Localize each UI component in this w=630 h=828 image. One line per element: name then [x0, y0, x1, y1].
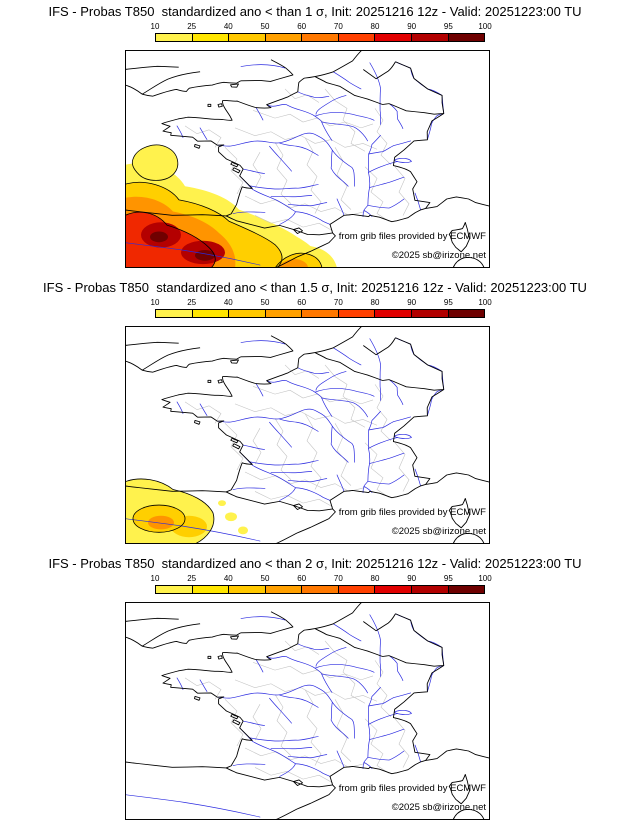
- legend-tick-label: 70: [333, 574, 343, 583]
- legend-segment: [410, 586, 448, 593]
- legend-segment: [410, 310, 448, 317]
- panel-title: IFS - Probas T850 standardized ano < tha…: [48, 556, 582, 571]
- legend-tick-label: 50: [260, 298, 270, 307]
- legend-tick-label: 95: [443, 574, 453, 583]
- map-france: from grib files provided by ECMWF ©2025 …: [125, 50, 490, 268]
- legend-tick-label: 80: [370, 22, 380, 31]
- map-credit-copyright: ©2025 sb@irizone.net: [391, 250, 486, 261]
- probability-contours: [125, 478, 215, 544]
- legend-tick-label: 25: [187, 574, 197, 583]
- legend-tick-label: 95: [443, 22, 453, 31]
- map-svg: [125, 50, 490, 268]
- legend-segment: [447, 310, 485, 317]
- legend-segment: [264, 586, 302, 593]
- map-france: from grib files provided by ECMWF ©2025 …: [125, 602, 490, 820]
- legend-segment: [337, 586, 375, 593]
- legend-tick-label: 80: [370, 298, 380, 307]
- legend-segment: [410, 34, 448, 41]
- legend-tick-label: 80: [370, 574, 380, 583]
- legend-segment: [228, 310, 265, 317]
- panel-title: IFS - Probas T850 standardized ano < tha…: [48, 4, 582, 19]
- legend-segment: [301, 310, 338, 317]
- legend-tick-label: 70: [333, 22, 343, 31]
- legend-tick-label: 70: [333, 298, 343, 307]
- map-credit-source: from grib files provided by ECMWF: [338, 507, 486, 518]
- legend-segment: [374, 586, 411, 593]
- legend-tick-label: 10: [150, 298, 160, 307]
- map-credit-copyright: ©2025 sb@irizone.net: [391, 526, 486, 537]
- legend-tick-label: 40: [223, 574, 233, 583]
- map-credit-source: from grib files provided by ECMWF: [338, 783, 486, 794]
- legend-tick-label: 90: [407, 22, 417, 31]
- legend-tick-label: 60: [297, 298, 307, 307]
- colorbar: 10 25 40 50 60 70 80 90 95 100: [151, 22, 492, 42]
- legend-segment: [337, 34, 375, 41]
- probability-field: [125, 145, 337, 268]
- legend-tick-label: 25: [187, 298, 197, 307]
- legend-segment: [374, 310, 411, 317]
- panel-title: IFS - Probas T850 standardized ano < tha…: [43, 280, 587, 295]
- legend-tick-label: 10: [150, 574, 160, 583]
- colorbar-gradient: [155, 309, 485, 318]
- legend-tick-label: 100: [478, 22, 492, 31]
- colorbar: 10 25 40 50 60 70 80 90 95 100: [151, 298, 492, 318]
- legend-segment: [301, 34, 338, 41]
- colorbar-labels: 10 25 40 50 60 70 80 90 95 100: [151, 574, 492, 584]
- legend-segment: [337, 310, 375, 317]
- panel-2sigma: IFS - Probas T850 standardized ano < tha…: [0, 552, 630, 828]
- probability-contours: [125, 144, 323, 268]
- legend-segment: [228, 34, 265, 41]
- legend-tick-label: 40: [223, 22, 233, 31]
- legend-segment: [191, 34, 229, 41]
- legend-segment: [156, 586, 192, 593]
- legend-segment: [191, 310, 229, 317]
- legend-tick-label: 40: [223, 298, 233, 307]
- legend-tick-label: 60: [297, 574, 307, 583]
- colorbar-labels: 10 25 40 50 60 70 80 90 95 100: [151, 22, 492, 32]
- legend-segment: [156, 310, 192, 317]
- colorbar-gradient: [155, 33, 485, 42]
- legend-segment: [264, 310, 302, 317]
- legend-segment: [447, 34, 485, 41]
- colorbar-labels: 10 25 40 50 60 70 80 90 95 100: [151, 298, 492, 308]
- legend-tick-label: 100: [478, 298, 492, 307]
- map-credit-copyright: ©2025 sb@irizone.net: [391, 802, 486, 813]
- legend-segment: [301, 586, 338, 593]
- legend-tick-label: 95: [443, 298, 453, 307]
- panel-1_5sigma: IFS - Probas T850 standardized ano < tha…: [0, 276, 630, 552]
- legend-segment: [447, 586, 485, 593]
- legend-segment: [264, 34, 302, 41]
- colorbar-gradient: [155, 585, 485, 594]
- map-svg: [125, 326, 490, 544]
- legend-tick-label: 60: [297, 22, 307, 31]
- legend-tick-label: 50: [260, 22, 270, 31]
- colorbar: 10 25 40 50 60 70 80 90 95 100: [151, 574, 492, 594]
- legend-tick-label: 100: [478, 574, 492, 583]
- legend-segment: [156, 34, 192, 41]
- panel-1sigma: IFS - Probas T850 standardized ano < tha…: [0, 0, 630, 276]
- legend-tick-label: 90: [407, 574, 417, 583]
- map-france: from grib files provided by ECMWF ©2025 …: [125, 326, 490, 544]
- legend-segment: [228, 586, 265, 593]
- legend-tick-label: 50: [260, 574, 270, 583]
- map-credit-source: from grib files provided by ECMWF: [338, 231, 486, 242]
- legend-tick-label: 25: [187, 22, 197, 31]
- legend-segment: [191, 586, 229, 593]
- legend-tick-label: 10: [150, 22, 160, 31]
- legend-segment: [374, 34, 411, 41]
- legend-tick-label: 90: [407, 298, 417, 307]
